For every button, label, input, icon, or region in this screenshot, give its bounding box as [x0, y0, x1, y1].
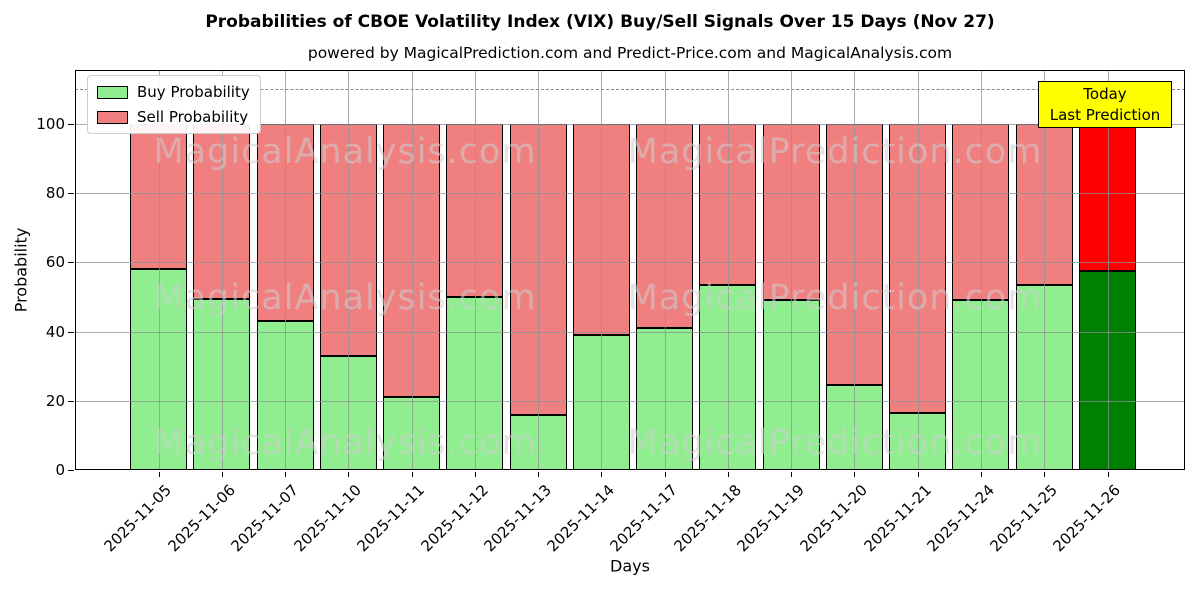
legend-swatch	[97, 85, 128, 99]
gridline-v	[474, 70, 476, 470]
x-tick	[980, 471, 982, 477]
y-tick	[68, 123, 74, 125]
x-tick	[1044, 471, 1046, 477]
today-annotation-line2: Last Prediction	[1049, 105, 1161, 124]
x-tick-label: 2025-11-19	[733, 481, 808, 556]
x-tick	[601, 471, 603, 477]
x-tick	[791, 471, 793, 477]
gridline-v	[1044, 70, 1046, 470]
watermark-text: MagicalPrediction.com	[627, 132, 1043, 172]
gridline-v	[601, 70, 603, 470]
y-tick	[68, 262, 74, 264]
watermark-text: MagicalAnalysis.com	[153, 423, 537, 463]
x-tick-label: 2025-11-17	[606, 481, 682, 556]
legend-item: Buy Probability	[97, 83, 250, 101]
x-tick	[727, 471, 729, 477]
x-tick-label: 2025-11-20	[796, 481, 872, 556]
x-tick-label: 2025-11-21	[860, 481, 935, 556]
x-tick-label: 2025-11-10	[290, 481, 366, 556]
grid-layer	[75, 70, 1185, 470]
x-tick	[285, 471, 287, 477]
y-tick	[68, 193, 74, 195]
x-tick	[854, 471, 856, 477]
x-tick	[348, 471, 350, 477]
x-tick-label: 2025-11-12	[417, 481, 492, 556]
today-annotation-line1: Today	[1083, 84, 1127, 103]
y-tick	[68, 331, 74, 333]
gridline-v	[1107, 70, 1109, 470]
x-tick-label: 2025-11-11	[353, 481, 429, 556]
y-tick	[68, 470, 74, 471]
legend-label: Buy Probability	[137, 83, 250, 101]
x-tick	[917, 471, 919, 477]
watermark-text: MagicalPrediction.com	[627, 278, 1043, 318]
y-tick-label: 0	[55, 461, 65, 479]
gridline-v	[791, 70, 793, 470]
x-tick	[474, 471, 476, 477]
y-tick-label: 20	[45, 391, 65, 410]
chart-subtitle: powered by MagicalPrediction.com and Pre…	[307, 44, 953, 62]
y-tick-label: 60	[45, 253, 65, 272]
x-tick-label: 2025-11-14	[543, 481, 619, 556]
today-annotation-box: Today Last Prediction	[1038, 81, 1172, 128]
gridline-h	[75, 193, 1185, 195]
legend-item: Sell Probability	[97, 108, 250, 126]
y-tick-label: 40	[45, 322, 65, 341]
x-tick	[664, 471, 666, 477]
chart-title: Probabilities of CBOE Volatility Index (…	[205, 12, 995, 32]
x-tick	[158, 471, 160, 477]
gridline-v	[664, 70, 666, 470]
watermark-text: MagicalAnalysis.com	[153, 278, 537, 318]
gridline-v	[285, 70, 287, 470]
gridline-v	[221, 70, 223, 470]
x-tick-label: 2025-11-06	[164, 481, 239, 556]
gridline-h	[75, 262, 1185, 264]
gridline-v	[727, 70, 729, 470]
legend: Buy Probability Sell Probability	[87, 75, 261, 134]
plot-area: MagicalAnalysis.com MagicalPrediction.com…	[75, 70, 1185, 470]
gridline-h	[75, 123, 1185, 125]
watermark-text: MagicalPrediction.com	[627, 423, 1043, 463]
gridline-v	[980, 70, 982, 470]
dashed-threshold-line	[75, 89, 1185, 91]
legend-swatch	[97, 110, 128, 124]
x-tick-label: 2025-11-13	[480, 481, 555, 556]
gridline-h	[75, 400, 1185, 402]
y-tick-label: 80	[45, 184, 65, 203]
gridline-v	[411, 70, 413, 470]
x-tick-label: 2025-11-26	[1049, 481, 1125, 556]
gridline-v	[854, 70, 856, 470]
x-tick-label: 2025-11-07	[227, 481, 302, 556]
watermark-text: MagicalAnalysis.com	[153, 132, 537, 172]
x-tick	[411, 471, 413, 477]
gridline-v	[348, 70, 350, 470]
gridline-v	[538, 70, 540, 470]
x-tick	[221, 471, 223, 477]
x-tick-label: 2025-11-24	[923, 481, 998, 556]
x-tick-label: 2025-11-25	[986, 481, 1061, 556]
x-tick-label: 2025-11-18	[670, 481, 745, 556]
x-tick	[538, 471, 540, 477]
gridline-v	[158, 70, 160, 470]
y-tick-label: 100	[36, 114, 65, 133]
gridline-v	[917, 70, 919, 470]
watermark-layer: MagicalAnalysis.com MagicalPrediction.com…	[75, 70, 1185, 470]
gridline-h	[75, 331, 1185, 333]
y-tick	[68, 400, 74, 402]
x-tick	[1107, 471, 1109, 477]
x-tick-label: 2025-11-05	[100, 481, 176, 556]
legend-label: Sell Probability	[137, 108, 249, 126]
x-axis-label: Days	[610, 556, 650, 576]
